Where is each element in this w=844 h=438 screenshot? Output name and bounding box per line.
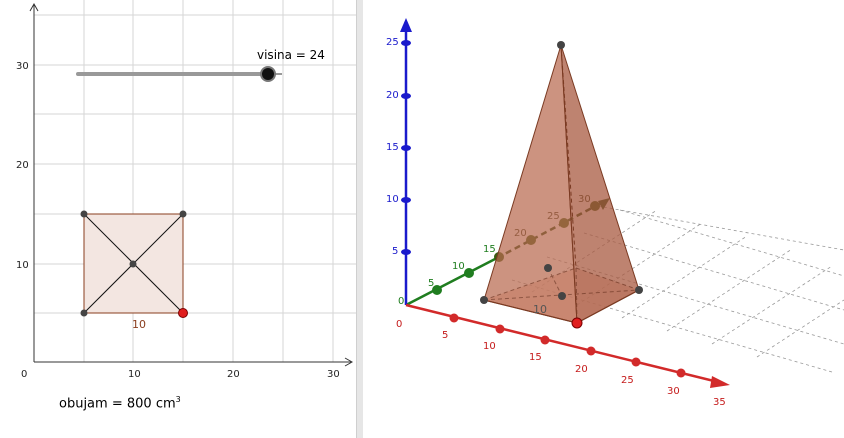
z-tick-label: 15 xyxy=(386,142,399,153)
x-axis-line xyxy=(405,303,723,385)
z-tick-mark xyxy=(401,197,411,203)
hidden-lateral-edge xyxy=(560,44,577,269)
x-tick-mark xyxy=(676,368,686,378)
x-tick-label: 30 xyxy=(327,369,340,380)
y-tick-label: 10 xyxy=(452,261,465,272)
square-base[interactable]: 10 xyxy=(80,210,188,332)
x-tick-mark xyxy=(495,324,505,334)
x-tick-labels-2d: 0 10 20 30 xyxy=(21,369,340,380)
y-tick-label: 5 xyxy=(428,278,434,289)
y-tick-label: 20 xyxy=(16,160,29,171)
vertex-point[interactable] xyxy=(80,210,88,218)
x-tick-label: 20 xyxy=(575,364,588,375)
axes-2d xyxy=(29,2,354,367)
x-tick-mark xyxy=(449,313,459,323)
y-tick-mark xyxy=(432,285,442,295)
center-point[interactable] xyxy=(558,292,566,300)
volume-exponent: 3 xyxy=(175,395,181,404)
y-tick-label: 30 xyxy=(16,61,29,72)
pyramid-vertices[interactable] xyxy=(480,41,643,329)
x-tick-mark xyxy=(631,357,641,367)
edge-length-label: 10 xyxy=(533,303,547,316)
apex-point[interactable] xyxy=(557,41,565,49)
volume-label: obujam xyxy=(59,396,108,412)
x-axis-arrow xyxy=(710,376,730,388)
base-edge-front xyxy=(483,299,578,324)
free-vertex-point[interactable] xyxy=(178,308,188,318)
volume-equals: = xyxy=(111,396,123,412)
x-tick-label: 10 xyxy=(483,341,496,352)
volume-text: obujam = 800 cm3 xyxy=(59,395,181,411)
base-edge-right xyxy=(576,289,640,324)
x-tick-label: 5 xyxy=(442,330,448,341)
slider-label: visina = 24 xyxy=(257,48,325,62)
z-tick-label: 10 xyxy=(386,194,399,205)
view-divider[interactable] xyxy=(356,0,363,438)
z-tick-mark xyxy=(401,40,411,46)
x-tick-label: 0 xyxy=(396,319,402,330)
y-tick-label: 0 xyxy=(398,296,404,307)
x-tick-label: 0 xyxy=(21,369,27,380)
x-tick-label: 35 xyxy=(713,397,726,408)
z-tick-mark xyxy=(401,249,411,255)
x-tick-mark xyxy=(586,346,596,356)
z-axis-3d: 5 10 15 20 25 xyxy=(386,18,412,305)
vertex-point[interactable] xyxy=(635,286,643,294)
vertex-point[interactable] xyxy=(179,210,187,218)
visina-slider[interactable]: visina = 24 xyxy=(76,48,325,82)
x-tick-label: 25 xyxy=(621,375,634,386)
center-point[interactable] xyxy=(129,260,137,268)
z-tick-label: 5 xyxy=(392,246,398,257)
x-axis-3d: 0 5 10 15 20 25 30 35 xyxy=(396,303,730,408)
y-tick-label: 15 xyxy=(483,244,496,255)
x-tick-label: 30 xyxy=(667,386,680,397)
graphics-view-2d[interactable]: 0 10 20 30 10 20 30 visina = 24 1 xyxy=(0,0,356,438)
z-tick-label: 20 xyxy=(386,90,399,101)
y-tick-mark xyxy=(464,268,474,278)
vertex-point[interactable] xyxy=(544,264,552,272)
y-tick-label: 10 xyxy=(16,260,29,271)
z-tick-mark xyxy=(401,145,411,151)
volume-value: 800 cm xyxy=(126,396,176,412)
vertex-point[interactable] xyxy=(480,296,488,304)
slider-handle[interactable] xyxy=(260,66,276,82)
x-tick-label: 15 xyxy=(529,352,542,363)
graphics-view-3d[interactable]: 0 5 10 15 20 25 30 10 5 10 15 20 2 xyxy=(362,0,844,438)
vertex-point[interactable] xyxy=(80,309,88,317)
y-tick-labels-2d: 10 20 30 xyxy=(16,61,29,271)
x-tick-label: 10 xyxy=(128,369,141,380)
z-tick-label: 25 xyxy=(386,37,399,48)
x-tick-label: 20 xyxy=(227,369,240,380)
z-tick-mark xyxy=(401,93,411,99)
x-tick-mark xyxy=(540,335,550,345)
side-length-label: 10 xyxy=(132,318,146,331)
y-axis-line xyxy=(405,256,498,307)
free-vertex-point[interactable] xyxy=(571,317,583,329)
graph-3d-canvas[interactable]: 0 5 10 15 20 25 30 10 5 10 15 20 2 xyxy=(362,0,844,438)
z-axis-arrow xyxy=(400,18,412,32)
graph-2d-canvas[interactable]: 0 10 20 30 10 20 30 visina = 24 1 xyxy=(0,0,356,438)
